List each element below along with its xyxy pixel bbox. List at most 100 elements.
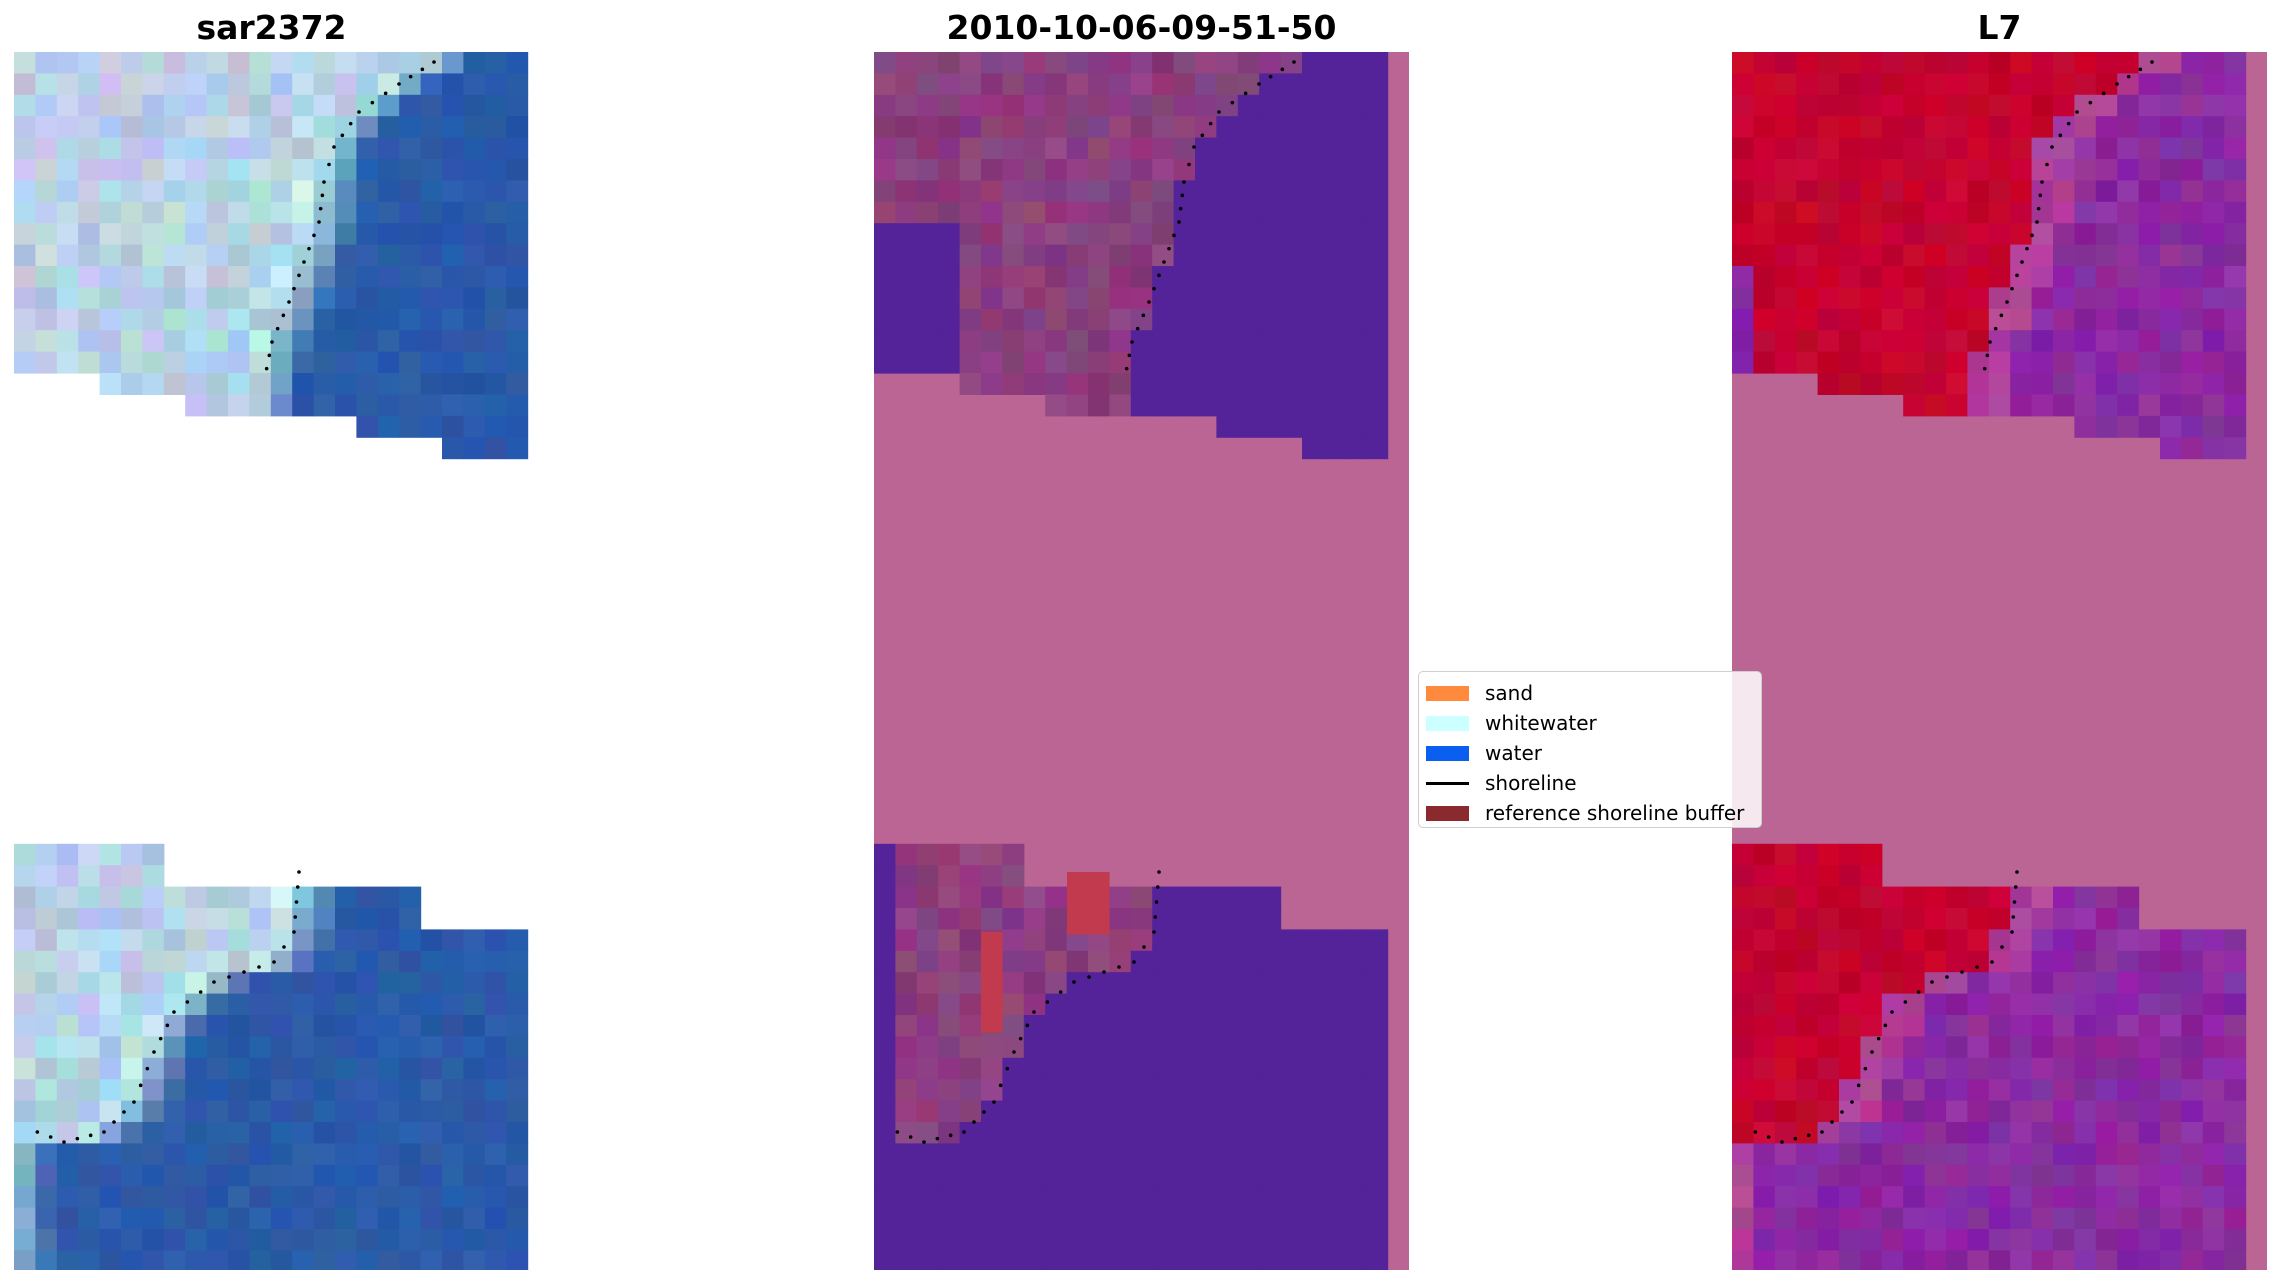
classified-pixel bbox=[1066, 1057, 1089, 1080]
rgb-pixel bbox=[249, 1015, 272, 1037]
rgb-pixel bbox=[313, 116, 336, 139]
rgb-pixel bbox=[335, 394, 357, 417]
mndwi-pixel bbox=[2095, 415, 2118, 438]
classified-pixel bbox=[1195, 1036, 1217, 1059]
rgb-pixel bbox=[35, 223, 58, 246]
classified-pixel bbox=[1045, 159, 1068, 181]
mndwi-pixel bbox=[1967, 886, 1990, 909]
rgb-pixel bbox=[399, 1229, 422, 1251]
mndwi-pixel bbox=[2224, 1229, 2247, 1251]
mndwi-pixel bbox=[2010, 1250, 2033, 1270]
mndwi-pixel bbox=[1860, 1057, 1883, 1080]
mndwi-pixel bbox=[2224, 373, 2247, 395]
rgb-pixel bbox=[163, 1186, 186, 1209]
mndwi-pixel bbox=[2010, 308, 2033, 331]
mndwi-pixel bbox=[2138, 116, 2161, 139]
classified-pixel bbox=[1259, 116, 1282, 139]
mndwi-pixel bbox=[2095, 1036, 2118, 1059]
classified-pixel bbox=[1023, 287, 1046, 310]
classified-pixel bbox=[1237, 1143, 1260, 1166]
mndwi-pixel bbox=[1860, 843, 1883, 866]
mndwi-pixel bbox=[2031, 373, 2054, 395]
classified-pixel bbox=[1323, 1250, 1346, 1270]
mndwi-pixel bbox=[2074, 1186, 2097, 1209]
rgb-pixel bbox=[420, 1057, 443, 1080]
rgb-pixel bbox=[185, 52, 208, 74]
classified-pixel bbox=[1323, 1079, 1346, 1102]
shoreline-point bbox=[282, 945, 286, 949]
classified-pixel bbox=[1088, 201, 1110, 224]
mndwi-pixel bbox=[1796, 287, 1819, 310]
rgb-pixel bbox=[121, 1079, 143, 1102]
classified-pixel bbox=[1366, 266, 1389, 288]
mndwi-pixel bbox=[2181, 950, 2204, 973]
rgb-pixel bbox=[35, 1015, 58, 1037]
mndwi-pixel bbox=[2181, 373, 2204, 395]
rgb-pixel bbox=[420, 1122, 443, 1144]
mndwi-pixel bbox=[2181, 351, 2204, 374]
rgb-pixel bbox=[35, 244, 58, 267]
mndwi-pixel bbox=[1796, 137, 1819, 160]
rgb-pixel bbox=[206, 908, 229, 930]
mndwi-pixel bbox=[2053, 993, 2075, 1016]
mndwi-pixel bbox=[2010, 159, 2033, 181]
rgb-pixel bbox=[377, 1122, 400, 1144]
classified-pixel bbox=[1366, 330, 1389, 353]
classified-pixel bbox=[1173, 1057, 1196, 1080]
classified-pixel bbox=[1109, 330, 1132, 353]
shoreline-point bbox=[62, 1140, 66, 1144]
mndwi-pixel bbox=[1967, 1122, 1990, 1144]
rgb-pixel bbox=[399, 94, 422, 117]
mndwi-pixel bbox=[1732, 1079, 1754, 1102]
mndwi-pixel bbox=[1924, 1143, 1947, 1166]
classified-pixel bbox=[1045, 972, 1068, 995]
rgb-pixel bbox=[142, 201, 165, 224]
mndwi-pixel bbox=[1903, 929, 1926, 952]
classified-pixel bbox=[1066, 116, 1089, 139]
classified-pixel bbox=[895, 1036, 918, 1059]
classified-pixel bbox=[1045, 1186, 1068, 1209]
classified-pixel bbox=[959, 73, 982, 96]
mndwi-pixel bbox=[1946, 1229, 1968, 1251]
rgb-pixel bbox=[163, 287, 186, 310]
mndwi-pixel bbox=[1817, 266, 1840, 288]
classified-pixel bbox=[1237, 373, 1260, 395]
classified-pixel bbox=[1216, 94, 1239, 117]
mndwi-pixel bbox=[1881, 266, 1904, 288]
mndwi-pixel bbox=[1946, 137, 1968, 160]
mndwi-pixel bbox=[2074, 1015, 2097, 1037]
mndwi-pixel bbox=[1860, 308, 1883, 331]
rgb-pixel bbox=[399, 201, 422, 224]
shoreline-point bbox=[370, 100, 375, 105]
classified-pixel bbox=[874, 1229, 896, 1251]
rgb-pixel bbox=[506, 52, 529, 74]
classified-pixel bbox=[1152, 394, 1175, 417]
rgb-pixel bbox=[249, 159, 272, 181]
rgb-pixel bbox=[399, 1186, 422, 1209]
mndwi-pixel bbox=[1946, 266, 1968, 288]
classified-pixel bbox=[1045, 1229, 1068, 1251]
classified-pixel bbox=[1045, 1015, 1068, 1037]
rgb-pixel bbox=[249, 244, 272, 267]
rgb-pixel bbox=[14, 94, 36, 117]
rgb-pixel bbox=[249, 1122, 272, 1144]
mndwi-pixel bbox=[1903, 244, 1926, 267]
mndwi-pixel bbox=[1967, 1229, 1990, 1251]
rgb-pixel bbox=[335, 159, 357, 181]
shoreline-point bbox=[2040, 180, 2044, 184]
classified-pixel bbox=[1259, 972, 1282, 995]
classified-pixel bbox=[1130, 330, 1153, 353]
mndwi-pixel bbox=[1967, 180, 1990, 203]
classified-pixel bbox=[1344, 1207, 1367, 1230]
classified-pixel bbox=[1302, 180, 1324, 203]
classified-pixel bbox=[1130, 373, 1153, 395]
rgb-pixel bbox=[399, 223, 422, 246]
rgb-pixel bbox=[292, 351, 315, 374]
mndwi-pixel bbox=[1967, 137, 1990, 160]
mndwi-pixel bbox=[2202, 137, 2225, 160]
mndwi-pixel bbox=[1860, 137, 1883, 160]
classified-pixel bbox=[1023, 330, 1046, 353]
mndwi-pixel bbox=[1732, 201, 1754, 224]
rgb-pixel bbox=[228, 73, 250, 96]
rgb-pixel bbox=[484, 52, 507, 74]
